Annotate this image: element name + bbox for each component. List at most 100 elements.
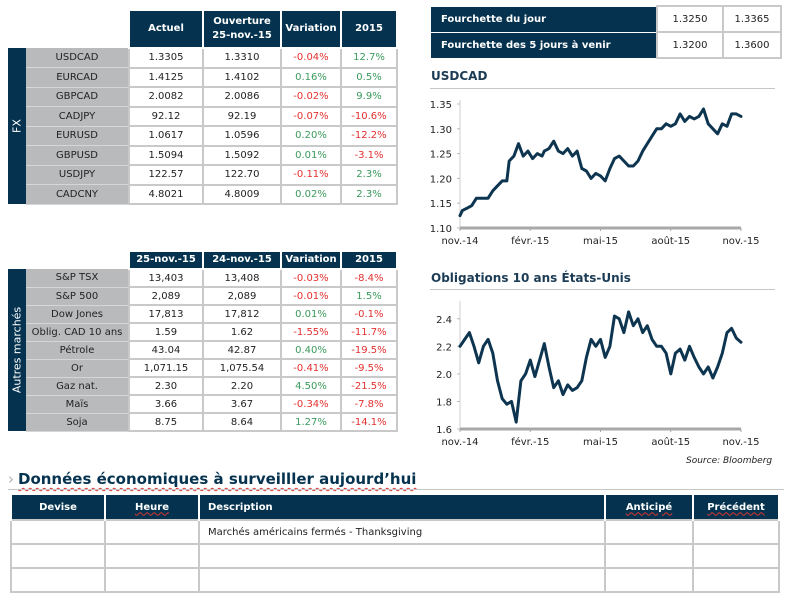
- row-label: Pétrole: [26, 341, 129, 360]
- cell-prev: 8.64: [202, 412, 282, 432]
- cell-actuel: 92.12: [128, 105, 204, 127]
- chart1-x-tick-label: nov.-14: [441, 437, 478, 448]
- cell-ouverture: 2.0086: [202, 86, 282, 108]
- cell-ouverture: 92.19: [202, 105, 282, 127]
- cell-today: 17,813: [128, 304, 204, 324]
- cell-ouverture: 1.3310: [202, 47, 282, 69]
- chart1-x-tick-label: févr.-15: [511, 436, 549, 448]
- row-label: GBPUSD: [26, 145, 129, 166]
- cell-devise: [10, 519, 106, 545]
- cell-today: 43.04: [128, 340, 204, 360]
- cell-description: [198, 543, 606, 569]
- eco-header-precedent: Précédent: [692, 495, 780, 520]
- cell-year: -14.1%: [340, 412, 398, 432]
- cell-year: -19.5%: [340, 340, 398, 360]
- row-label: GBPCAD: [26, 87, 129, 107]
- chart1-y-tick-label: 1.6: [436, 425, 452, 436]
- cell-actuel: 1.3305: [128, 47, 204, 69]
- chevron-right-icon: ›: [8, 470, 14, 488]
- cell-variation: 0.16%: [280, 66, 342, 88]
- cell-year: -12.2%: [340, 125, 398, 147]
- cell-description: Marchés américains fermés - Thanksgiving: [198, 519, 606, 545]
- table-row: [10, 567, 780, 593]
- table-row: USDJPY 122.57 122.70 -0.11% 2.3%: [8, 164, 398, 186]
- bond-chart: 1.6 1.8 2.0 2.2 2.4 nov.-14 févr.-15 mai-15 août…: [436, 301, 760, 448]
- fx-header-variation: Variation: [280, 9, 342, 49]
- cell-year: 0.5%: [340, 66, 398, 88]
- eco-header-precedent-label: Précédent: [707, 501, 765, 513]
- row-label: EURUSD: [26, 126, 129, 146]
- cell-precedent: [692, 567, 780, 593]
- markets-side-bar: Autres marchés: [8, 269, 26, 431]
- table-row: Soja 8.75 8.64 1.27% -14.1%: [8, 412, 398, 432]
- cell-variation: 1.27%: [280, 412, 342, 432]
- cell-actuel: 1.5094: [128, 144, 204, 166]
- chart1-y-tick-label: 2.2: [436, 342, 452, 353]
- fx-header-actuel: Actuel: [128, 9, 204, 49]
- chart0-series-line: [458, 107, 743, 218]
- markets-side-bar-label: Autres marchés: [10, 306, 24, 394]
- chart0-x-tick-label: août-15: [651, 235, 690, 247]
- range-high: 1.3365: [722, 5, 782, 33]
- cell-prev: 3.67: [202, 394, 282, 414]
- cell-variation: 4.50%: [280, 376, 342, 396]
- row-label: Or: [26, 359, 129, 378]
- table-row: Dow Jones 17,813 17,812 0.01% -0.1%: [8, 304, 398, 324]
- cell-prev: 13,408: [202, 268, 282, 288]
- cell-precedent: [692, 543, 780, 569]
- cell-variation: -0.11%: [280, 164, 342, 186]
- row-label: Dow Jones: [26, 305, 129, 324]
- row-label: USDCAD: [26, 48, 129, 68]
- fx-header-2015: 2015: [340, 9, 398, 49]
- chart1-y-tick-label: 1.8: [436, 397, 452, 408]
- chart1-y-tick-label: 2.4: [436, 315, 452, 326]
- cell-precedent: [692, 519, 780, 545]
- table-row: Or 1,071.15 1,075.54 -0.41% -9.5%: [8, 358, 398, 378]
- row-label: EURCAD: [26, 67, 129, 88]
- table-row: CADJPY 92.12 92.19 -0.07% -10.6%: [8, 105, 398, 127]
- cell-year: -8.4%: [340, 268, 398, 288]
- fx-side-bar-label: FX: [10, 119, 24, 133]
- row-label: Gaz nat.: [26, 377, 129, 396]
- markets-header-today: 25-nov.-15: [128, 250, 204, 270]
- cell-year: 2.3%: [340, 183, 398, 205]
- table-row: CADCNY 4.8021 4.8009 0.02% 2.3%: [8, 183, 398, 205]
- chart0-x-tick-label: févr.-15: [511, 235, 549, 247]
- cell-variation: -1.55%: [280, 322, 342, 342]
- eco-header-heure: Heure: [104, 495, 200, 520]
- cell-today: 8.75: [128, 412, 204, 432]
- cell-today: 13,403: [128, 268, 204, 288]
- fx-table: Actuel Ouverture 25-nov.-15 Variation 20…: [8, 9, 398, 205]
- table-row: EURUSD 1.0617 1.0596 0.20% -12.2%: [8, 125, 398, 147]
- row-label: Maïs: [26, 395, 129, 414]
- range-low: 1.3250: [656, 5, 724, 33]
- cell-prev: 42.87: [202, 340, 282, 360]
- cell-anticipe: [604, 567, 694, 593]
- cell-prev: 2.20: [202, 376, 282, 396]
- cell-heure: [104, 567, 200, 593]
- cell-anticipe: [604, 519, 694, 545]
- chart1-series-line: [458, 310, 743, 424]
- cell-devise: [10, 543, 106, 569]
- table-row: Oblig. CAD 10 ans 1.59 1.62 -1.55% -11.7%: [8, 322, 398, 342]
- cell-today: 1,071.15: [128, 358, 204, 378]
- cell-variation: -0.04%: [280, 47, 342, 69]
- eco-header-heure-label: Heure: [135, 501, 169, 513]
- table-row: Marchés américains fermés - Thanksgiving: [10, 519, 780, 545]
- cell-description: [198, 567, 606, 593]
- range-label: Fourchette des 5 jours à venir: [430, 31, 658, 59]
- cell-ouverture: 4.8009: [202, 183, 282, 205]
- cell-actuel: 4.8021: [128, 183, 204, 205]
- table-row: EURCAD 1.4125 1.4102 0.16% 0.5%: [8, 66, 398, 88]
- cell-variation: -0.34%: [280, 394, 342, 414]
- cell-today: 2,089: [128, 286, 204, 306]
- eco-header-anticipe: Anticipé: [604, 495, 694, 520]
- markets-corner: [8, 251, 26, 269]
- cell-anticipe: [604, 543, 694, 569]
- fx-side-bar: FX: [8, 48, 26, 204]
- range-label: Fourchette du jour: [430, 5, 658, 33]
- cell-ouverture: 1.5092: [202, 144, 282, 166]
- cell-year: -10.6%: [340, 105, 398, 127]
- table-row: S&P 500 2,089 2,089 -0.01% 1.5%: [8, 286, 398, 306]
- eco-section-title: › Données économiques à surveilller aujou…: [8, 470, 416, 488]
